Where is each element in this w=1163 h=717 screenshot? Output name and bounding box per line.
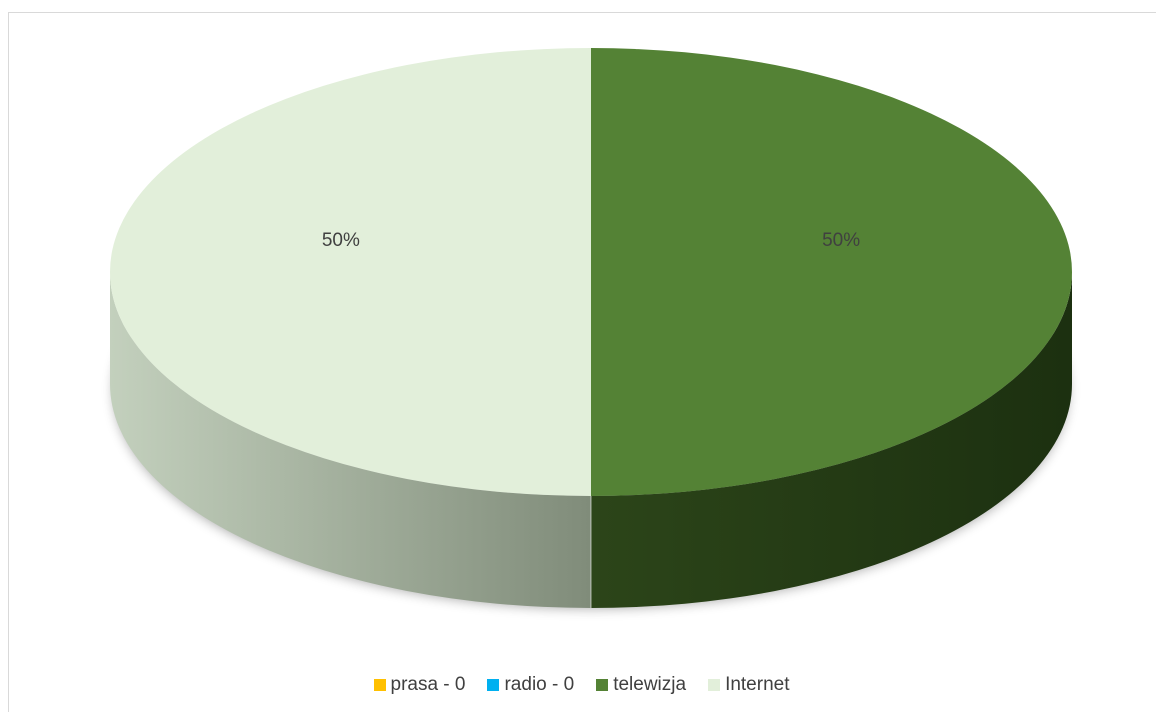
pie-slice-side-telewizja — [591, 272, 1072, 608]
pie-slice-telewizja — [591, 48, 1072, 496]
legend-item-radio-0: radio - 0 — [487, 674, 574, 696]
legend-swatch-internet — [708, 679, 721, 691]
chart-frame — [8, 12, 1156, 712]
legend-swatch-telewizja — [596, 679, 609, 691]
legend-label-radio-0: radio - 0 — [504, 674, 575, 695]
legend-label-internet: Internet — [725, 674, 790, 695]
pie-slice-side-internet — [110, 272, 591, 608]
legend-item-telewizja: telewizja — [596, 674, 686, 696]
data-label-internet: 50% — [322, 230, 360, 251]
legend-item-prasa-0: prasa - 0 — [373, 674, 466, 696]
legend-label-prasa-0: prasa - 0 — [390, 674, 466, 695]
legend: prasa - 0 radio - 0 telewizja Internet — [0, 674, 1163, 696]
pie-slice-internet — [110, 48, 591, 496]
legend-swatch-radio-0 — [487, 679, 500, 691]
legend-item-internet: Internet — [708, 674, 790, 696]
legend-swatch-prasa-0 — [373, 679, 386, 691]
data-label-telewizja: 50% — [822, 230, 860, 251]
legend-label-telewizja: telewizja — [613, 674, 687, 695]
